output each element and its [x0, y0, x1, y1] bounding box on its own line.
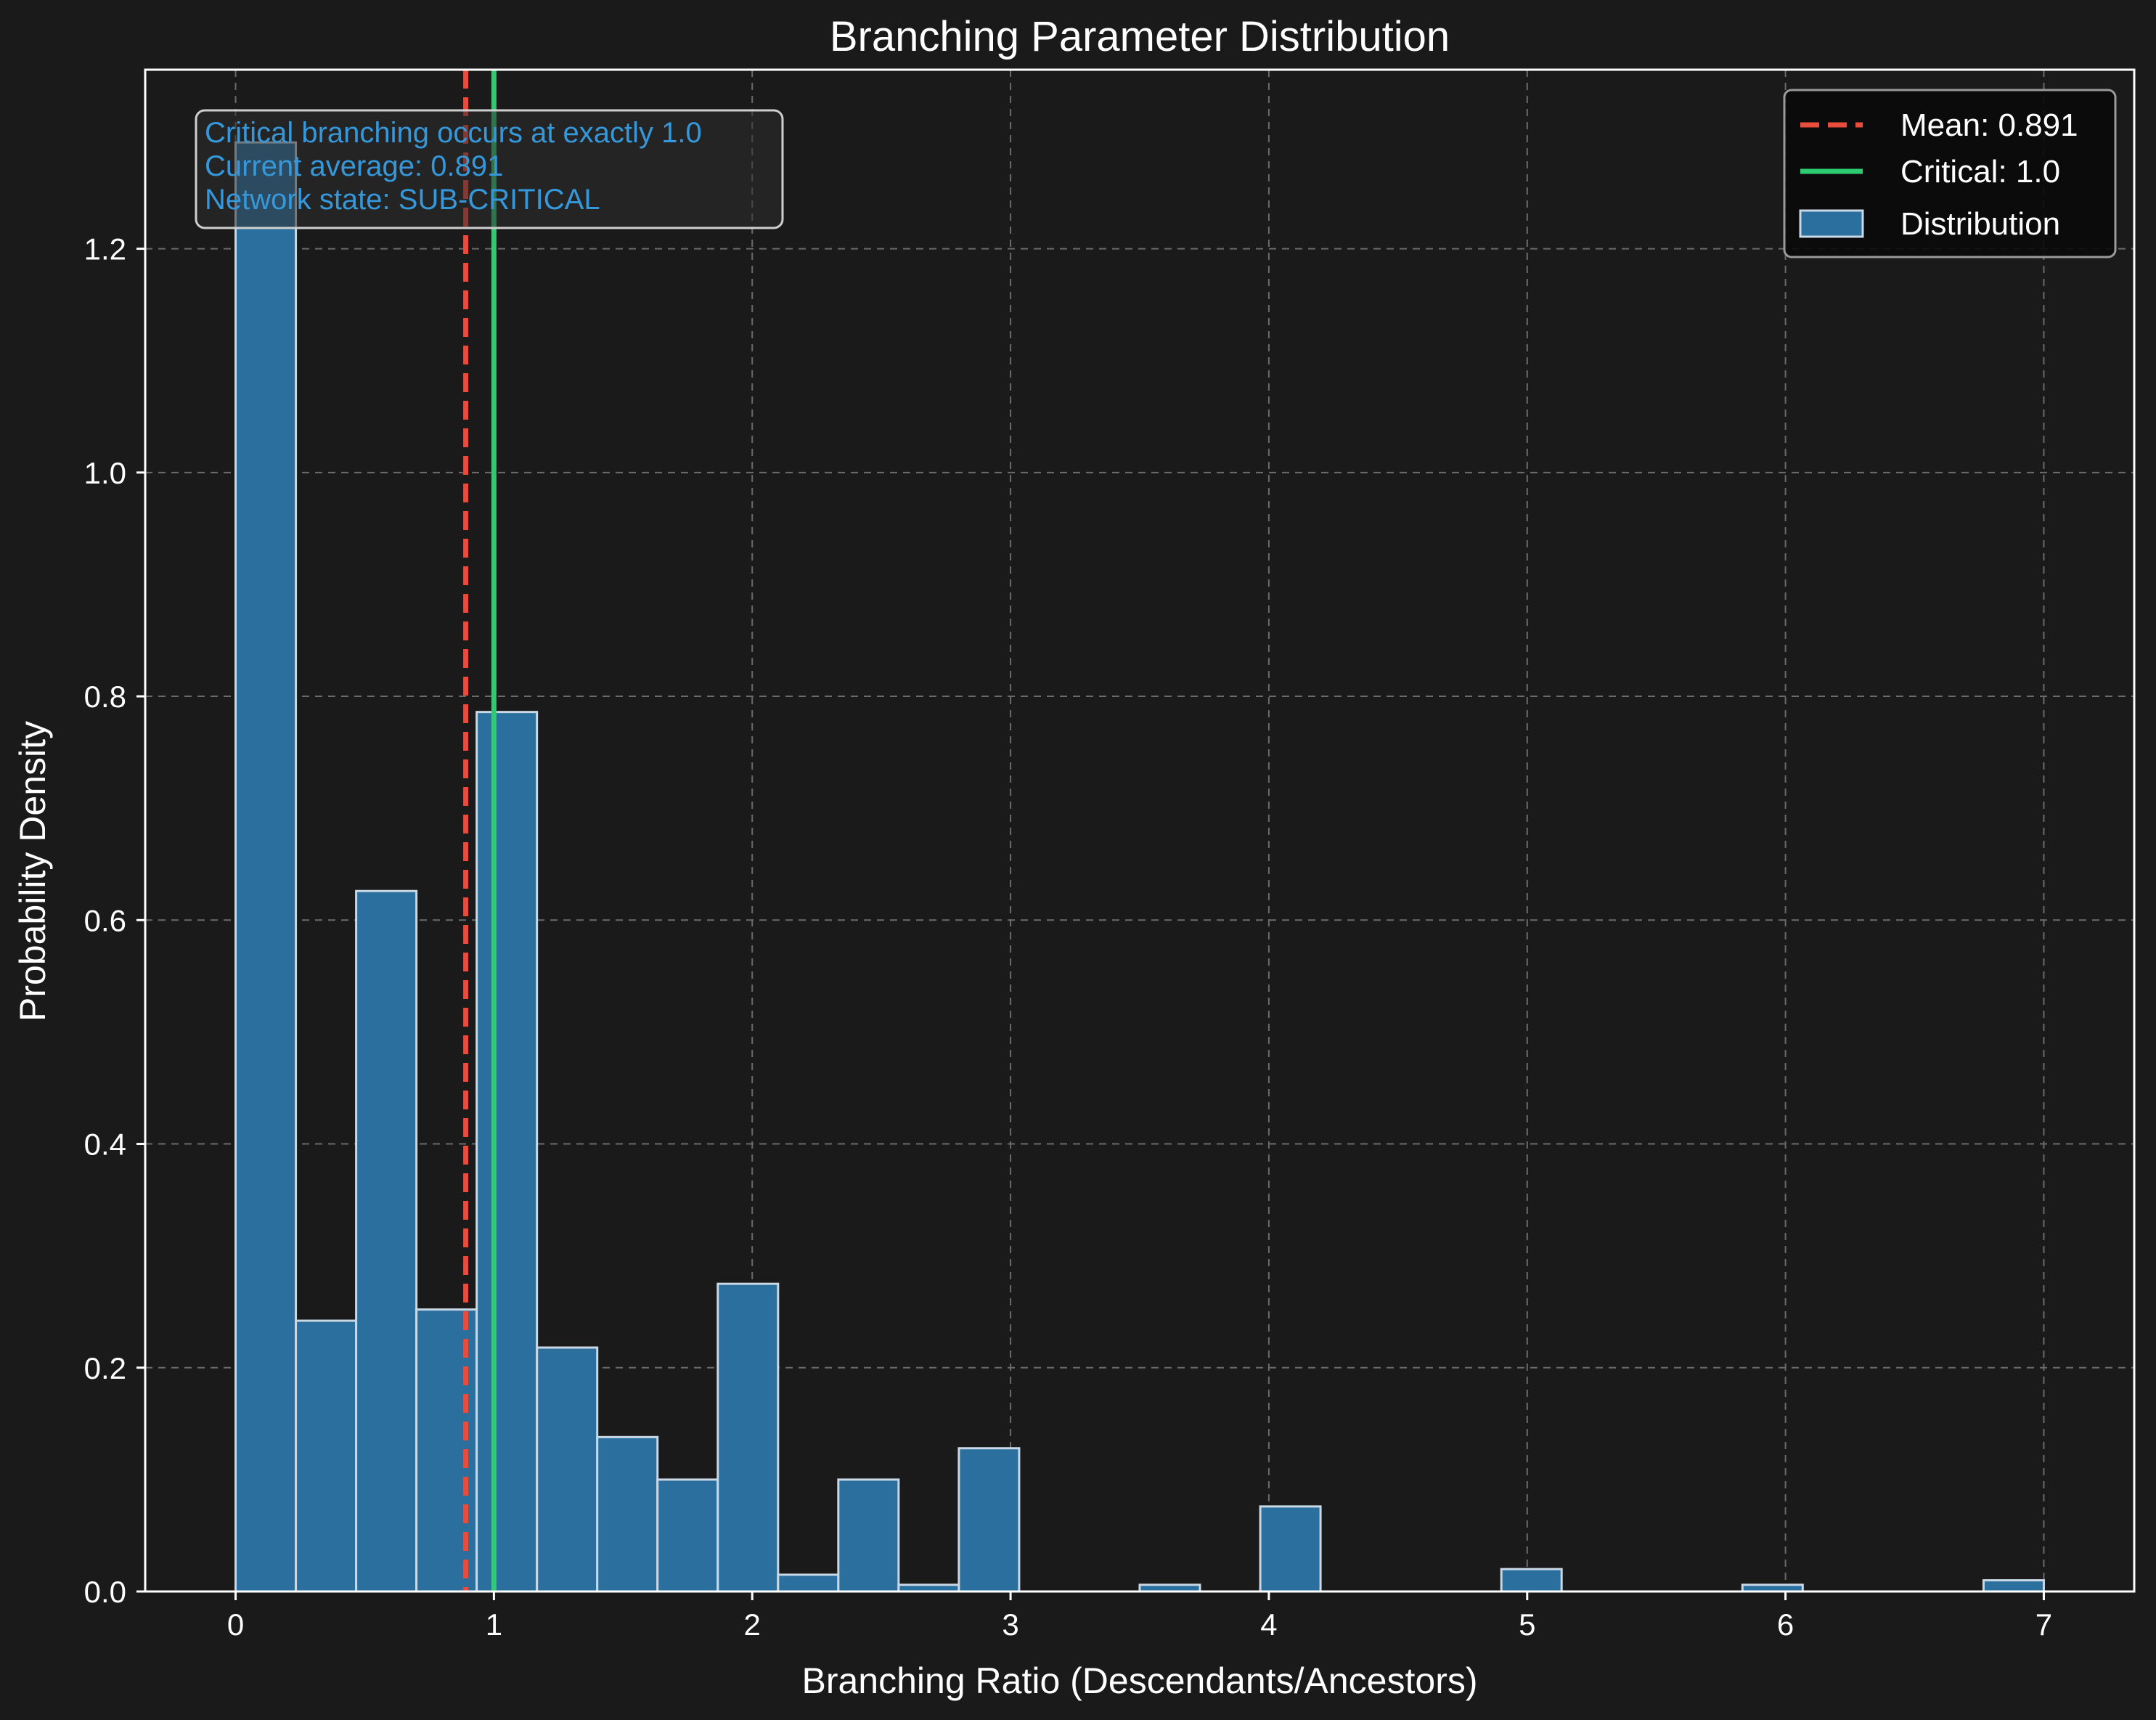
annotation-text: Critical branching occurs at exactly 1.0 [205, 117, 702, 149]
histogram-bar [716, 1282, 780, 1593]
histogram-bar [1259, 1505, 1322, 1593]
histogram-bar [957, 1447, 1021, 1593]
y-tick-label: 0.0 [84, 1575, 126, 1609]
y-tick-label: 1.2 [84, 232, 126, 266]
x-tick-label: 4 [1260, 1607, 1277, 1642]
legend-critical-label: Critical: 1.0 [1900, 154, 2060, 189]
plot-frame [144, 68, 2136, 1593]
histogram-bar [295, 1319, 358, 1593]
histogram-bar [656, 1478, 719, 1593]
histogram-bar [837, 1478, 900, 1593]
histogram-bar [536, 1346, 599, 1593]
y-tick-label: 0.4 [84, 1128, 126, 1162]
histogram-bar [596, 1435, 659, 1593]
histogram-bar [1500, 1568, 1563, 1593]
annotation-frame [195, 109, 784, 229]
x-tick-label: 7 [2035, 1607, 2052, 1642]
annotation-text: Current average: 0.891 [205, 150, 503, 182]
legend: Mean: 0.891 Critical: 1.0 Distribution [1783, 89, 2117, 258]
legend-mean-label: Mean: 0.891 [1900, 107, 2078, 143]
histogram-bar [475, 711, 539, 1593]
x-axis-label: Branching Ratio (Descendants/Ancestors) [801, 1660, 1477, 1701]
y-tick-label: 0.6 [84, 903, 126, 937]
legend-distribution-swatch [1799, 209, 1864, 238]
x-tick-label: 3 [1002, 1607, 1018, 1642]
histogram-bar [355, 889, 418, 1593]
histogram-bar [1982, 1579, 2045, 1593]
plot-area: 0 1 2 3 4 5 6 7 0.0 0.2 0.4 0.6 0.8 1.0 1.2 [84, 68, 2136, 1642]
histogram-bar [234, 141, 298, 1593]
y-tick-label: 1.0 [84, 456, 126, 490]
y-axis-label: Probability Density [12, 721, 53, 1022]
x-tick-label: 2 [744, 1607, 761, 1642]
y-tick-label: 0.2 [84, 1351, 126, 1385]
legend-frame [1783, 89, 2117, 258]
legend-distribution-label: Distribution [1900, 206, 2060, 242]
chart-title: Branching Parameter Distribution [830, 13, 1450, 60]
x-tick-label: 5 [1519, 1607, 1535, 1642]
annotation-box: Critical branching occurs at exactly 1.0… [195, 109, 784, 229]
x-tick-label: 6 [1777, 1607, 1794, 1642]
x-tick-label: 0 [227, 1607, 244, 1642]
histogram-bar [777, 1573, 840, 1593]
x-tick-label: 1 [486, 1607, 502, 1642]
annotation-text: Network state: SUB-CRITICAL [205, 184, 600, 216]
y-tick-label: 0.8 [84, 680, 126, 714]
